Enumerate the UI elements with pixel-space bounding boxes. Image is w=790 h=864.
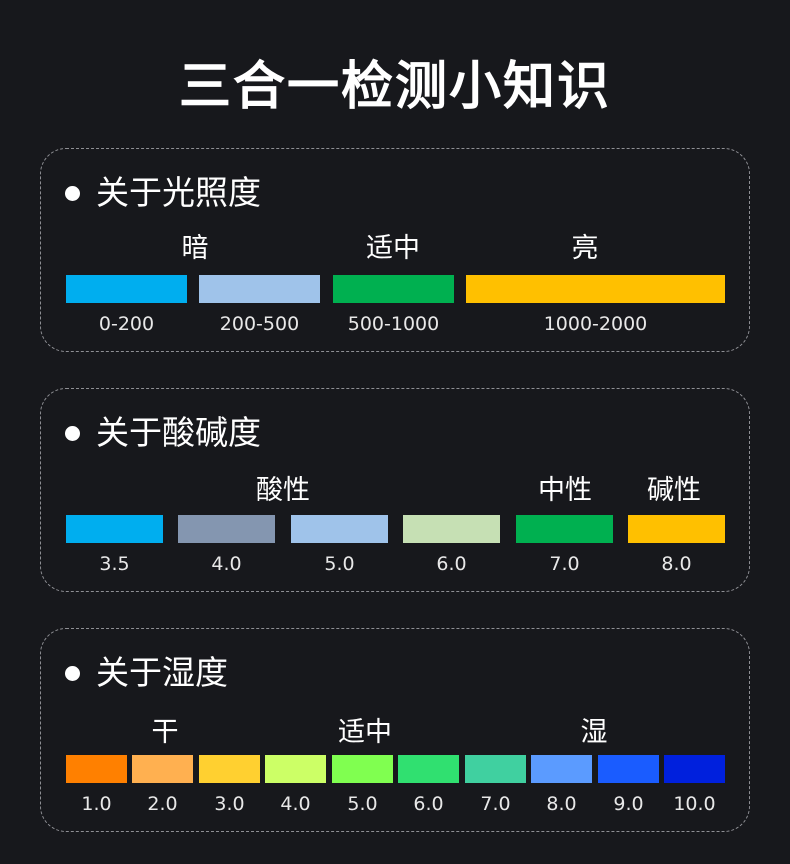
humidity-bar-6 xyxy=(465,755,526,783)
ph-bar-4 xyxy=(516,515,613,543)
ph-bar-5 xyxy=(628,515,725,543)
ph-value-3: 6.0 xyxy=(436,553,467,575)
ph-heading: 关于酸碱度 xyxy=(65,409,261,457)
ph-bar-3 xyxy=(403,515,500,543)
light-category-bright: 亮 xyxy=(571,233,599,264)
humidity-value-6: 7.0 xyxy=(480,793,511,815)
light-range-3: 1000-2000 xyxy=(543,313,648,335)
humidity-bar-7 xyxy=(531,755,592,783)
ph-panel: 关于酸碱度 酸性 中性 碱性 3.5 4.0 5.0 6.0 7.0 8.0 xyxy=(40,388,750,592)
humidity-bar-3 xyxy=(265,755,326,783)
ph-heading-text: 关于酸碱度 xyxy=(96,413,261,452)
light-bar-3 xyxy=(466,275,725,303)
ph-bar-1 xyxy=(178,515,275,543)
bullet-dot-icon xyxy=(65,185,80,201)
light-bar-1 xyxy=(199,275,320,303)
humidity-value-5: 6.0 xyxy=(413,793,444,815)
humidity-heading: 关于湿度 xyxy=(65,649,228,697)
humidity-category-wet: 湿 xyxy=(580,717,608,748)
light-panel: 关于光照度 暗 适中 亮 0-200 200-500 500-1000 1000… xyxy=(40,148,750,352)
light-range-0: 0-200 xyxy=(98,313,155,335)
light-category-dark: 暗 xyxy=(181,233,209,264)
ph-value-2: 5.0 xyxy=(324,553,355,575)
ph-category-acidic: 酸性 xyxy=(256,475,310,506)
humidity-bar-2 xyxy=(199,755,260,783)
light-bar-0 xyxy=(66,275,187,303)
ph-value-4: 7.0 xyxy=(549,553,580,575)
light-bar-2 xyxy=(333,275,454,303)
ph-category-neutral: 中性 xyxy=(538,475,592,506)
humidity-value-3: 4.0 xyxy=(280,793,311,815)
humidity-value-2: 3.0 xyxy=(214,793,245,815)
humidity-value-7: 8.0 xyxy=(546,793,577,815)
humidity-bar-9 xyxy=(664,755,725,783)
humidity-value-1: 2.0 xyxy=(147,793,178,815)
bullet-dot-icon xyxy=(65,665,80,681)
humidity-category-dry: 干 xyxy=(151,717,179,748)
light-range-2: 500-1000 xyxy=(347,313,440,335)
ph-bar-0 xyxy=(66,515,163,543)
ph-category-alkaline: 碱性 xyxy=(647,475,701,506)
ph-value-5: 8.0 xyxy=(661,553,692,575)
ph-value-0: 3.5 xyxy=(99,553,130,575)
humidity-bar-4 xyxy=(332,755,393,783)
humidity-category-moderate: 适中 xyxy=(338,717,392,748)
light-heading-text: 关于光照度 xyxy=(96,173,261,212)
humidity-panel: 关于湿度 干 适中 湿 1.0 2.0 3.0 4.0 5.0 6.0 7.0 … xyxy=(40,628,750,832)
light-heading: 关于光照度 xyxy=(65,169,261,217)
humidity-bar-1 xyxy=(132,755,193,783)
bullet-dot-icon xyxy=(65,425,80,441)
page-title: 三合一检测小知识 xyxy=(178,57,611,117)
ph-bar-2 xyxy=(291,515,388,543)
humidity-value-8: 9.0 xyxy=(613,793,644,815)
humidity-value-4: 5.0 xyxy=(347,793,378,815)
humidity-heading-text: 关于湿度 xyxy=(96,653,228,692)
ph-value-1: 4.0 xyxy=(211,553,242,575)
light-range-1: 200-500 xyxy=(219,313,300,335)
humidity-bar-8 xyxy=(598,755,659,783)
humidity-bar-5 xyxy=(398,755,459,783)
humidity-bar-0 xyxy=(66,755,127,783)
light-category-moderate: 适中 xyxy=(366,233,420,264)
humidity-value-9: 10.0 xyxy=(673,793,716,815)
humidity-value-0: 1.0 xyxy=(81,793,112,815)
